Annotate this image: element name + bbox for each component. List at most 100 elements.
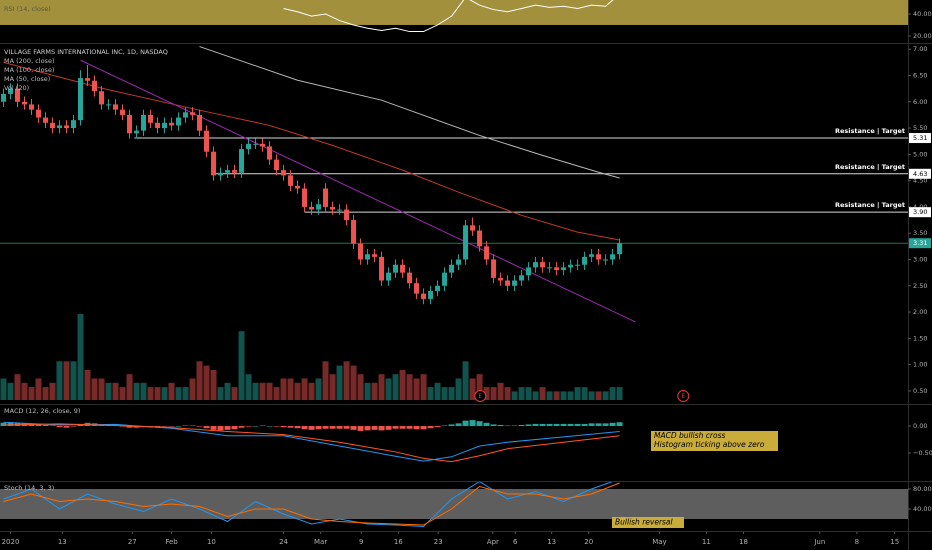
macd-histogram-bar — [602, 423, 609, 427]
candle-body — [57, 125, 63, 129]
macd-histogram-bar — [182, 425, 189, 427]
volume-bar — [497, 382, 504, 400]
volume-bar — [483, 387, 490, 400]
earnings-marker — [474, 390, 487, 402]
volume-bar — [70, 361, 77, 400]
candle-body — [316, 204, 322, 210]
y-tick-label: 80.00 — [913, 485, 932, 493]
macd-label: MACD (12, 26, close, 9) — [4, 407, 80, 415]
macd-histogram-bar — [420, 426, 427, 430]
macd-histogram-bar — [434, 426, 441, 428]
macd-histogram-bar — [217, 426, 224, 431]
candle-body — [365, 254, 371, 260]
candle-body — [106, 104, 112, 106]
macd-histogram-bar — [455, 423, 462, 427]
macd-histogram-bar — [567, 423, 574, 427]
candle-body — [92, 80, 98, 92]
volume-bar — [217, 387, 224, 400]
macd-histogram-bar — [280, 426, 287, 428]
x-tick-label: 20 — [584, 538, 593, 546]
macd-histogram-bar — [175, 426, 182, 427]
candle-body — [435, 285, 441, 292]
macd-histogram-bar — [273, 426, 280, 427]
candle-body — [505, 280, 511, 286]
candle-body — [288, 175, 294, 186]
macd-histogram-bar — [511, 425, 518, 427]
price-panel — [0, 46, 908, 400]
volume-bar — [119, 387, 126, 400]
macd-histogram-bar — [546, 423, 553, 427]
volume-bar — [182, 387, 189, 400]
annotation-box — [651, 431, 778, 451]
y-tick-label: 1.50 — [913, 334, 927, 342]
macd-histogram-bar — [308, 426, 315, 430]
volume-bar — [546, 391, 553, 400]
volume-bar — [581, 387, 588, 400]
y-tick-label: 5.00 — [913, 150, 927, 158]
volume-bar — [385, 378, 392, 400]
candle-body — [99, 91, 105, 105]
candle-body — [134, 130, 140, 134]
earnings-marker — [677, 390, 690, 402]
y-tick-label: 2.00 — [913, 308, 927, 316]
volume-bar — [588, 391, 595, 400]
candle-body — [113, 104, 119, 110]
volume-bar — [147, 387, 154, 400]
volume-bar — [406, 374, 413, 400]
candle-body — [568, 264, 574, 268]
candle-body — [190, 112, 196, 115]
macd-histogram-bar — [595, 423, 602, 427]
price-tag-label: 4.63 — [913, 170, 927, 178]
volume-bar — [161, 387, 168, 400]
price-tag-label: 3.90 — [913, 208, 927, 216]
annotation-text: Histogram ticking above zero — [654, 440, 765, 449]
candle-body — [491, 259, 497, 278]
volume-bar — [504, 387, 511, 400]
volume-bar — [567, 391, 574, 400]
volume-bar — [525, 387, 532, 400]
volume-bar — [42, 387, 49, 400]
candle-body — [141, 114, 147, 131]
macd-histogram-bar — [322, 426, 329, 429]
x-tick-label: 16 — [394, 538, 403, 546]
indicator-line — [80, 59, 636, 323]
candle-body — [162, 122, 168, 129]
macd-histogram-bar — [448, 424, 455, 427]
candle-body — [281, 170, 287, 176]
x-tick-label: 10 — [207, 538, 216, 546]
candle-body — [267, 146, 273, 160]
volume-bar — [315, 378, 322, 400]
volume-bar — [364, 382, 371, 400]
candle-body — [127, 114, 133, 134]
volume-bar — [245, 374, 252, 400]
price-tag — [909, 168, 931, 179]
candle-body — [582, 256, 588, 265]
macd-histogram-bar — [49, 425, 56, 427]
macd-histogram-bar — [525, 424, 532, 427]
candle-body — [22, 101, 28, 105]
candle-body — [225, 170, 231, 173]
candle-body — [1, 93, 7, 102]
x-tick-label: 6 — [513, 538, 518, 546]
macd-histogram-bar — [301, 426, 308, 430]
resistance-label: Resistance | Target — [835, 127, 905, 136]
candle-body — [519, 275, 525, 281]
candle-body — [274, 159, 280, 171]
candle-body — [309, 206, 315, 210]
volume-bar — [308, 382, 315, 400]
volume-bar — [413, 378, 420, 400]
annotation-box — [612, 517, 684, 528]
volume-bar — [357, 374, 364, 400]
candle-body — [71, 120, 77, 129]
candle-body — [358, 243, 364, 260]
candle-body — [421, 293, 427, 299]
candle-body — [372, 254, 378, 257]
macd-histogram-bar — [126, 426, 133, 428]
annotation-text: Bullish reversal — [615, 518, 674, 527]
macd-histogram-bar — [35, 424, 42, 427]
macd-histogram-bar — [210, 426, 217, 430]
candle-body — [50, 122, 56, 129]
candle-body — [155, 122, 161, 129]
macd-histogram-bar — [364, 426, 371, 431]
